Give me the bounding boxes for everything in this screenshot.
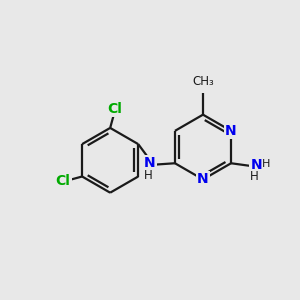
Text: N: N xyxy=(144,156,156,170)
Text: Cl: Cl xyxy=(107,102,122,116)
Text: N: N xyxy=(197,172,209,186)
Text: H: H xyxy=(144,169,153,182)
Text: H: H xyxy=(250,170,259,183)
Text: N: N xyxy=(225,124,237,138)
Text: Cl: Cl xyxy=(56,174,70,188)
Text: CH₃: CH₃ xyxy=(192,75,214,88)
Text: H: H xyxy=(262,159,271,169)
Text: N: N xyxy=(250,158,262,172)
